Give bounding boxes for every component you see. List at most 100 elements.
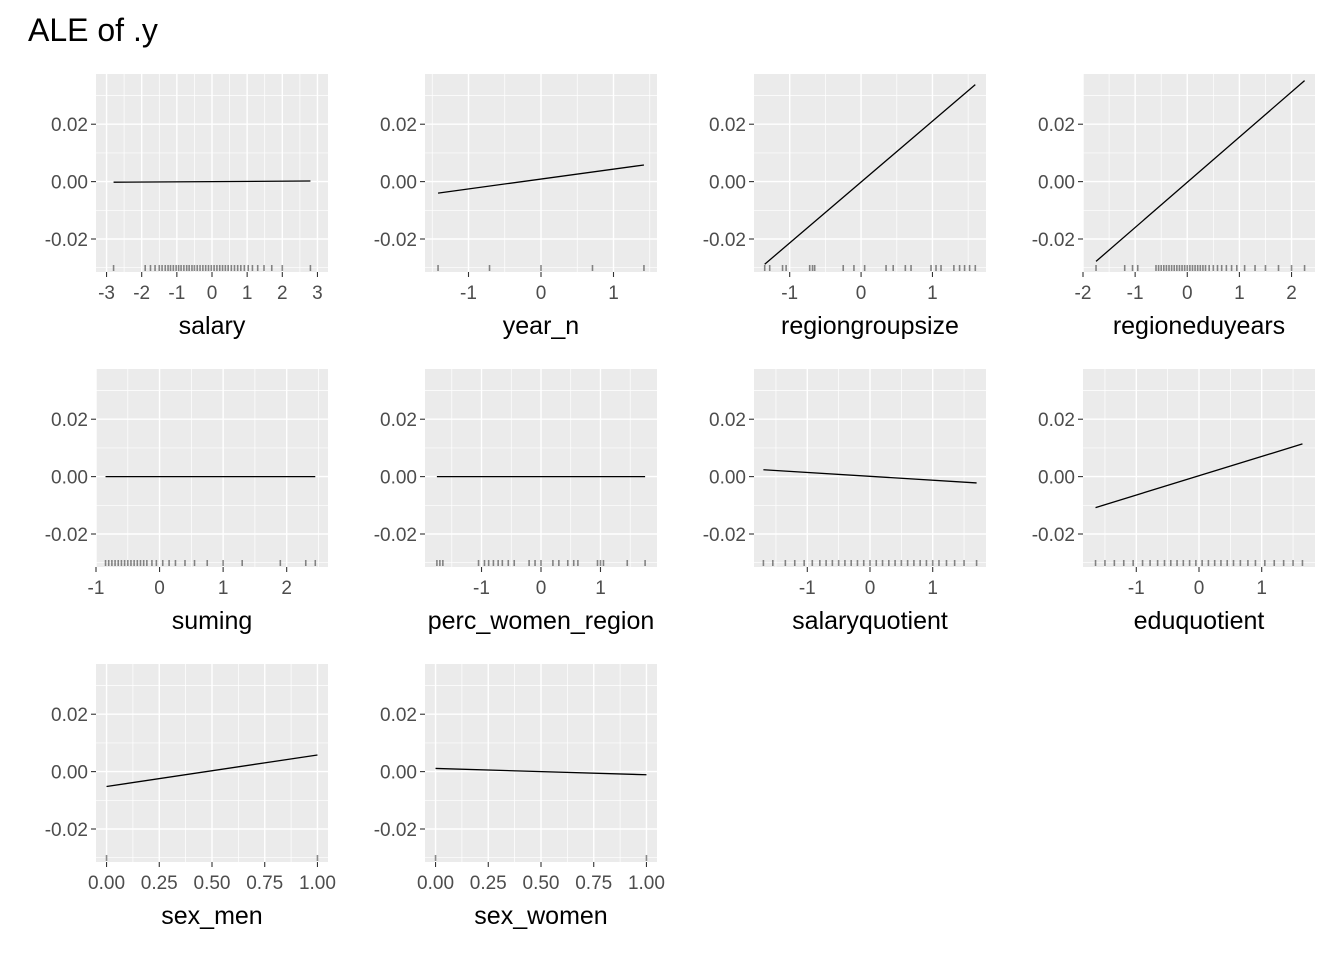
x-axis-title: salaryquotient [792,607,948,635]
x-tick-label: 1.00 [628,873,665,894]
ale-panel: -0.02 0.00 0.02 -1 0 1 regiongroupsize [703,74,986,340]
y-tick-label: -0.02 [703,525,746,546]
y-tick-label: 0.00 [51,173,88,194]
x-tick-label: -1 [460,283,477,304]
y-tick-label: 0.02 [380,115,417,136]
x-tick-label: 3 [312,283,323,304]
x-tick-label: 0.75 [575,873,612,894]
x-tick-label: 1 [927,283,938,304]
x-tick-label: 0 [1194,578,1205,599]
y-tick-label: 0.00 [380,468,417,489]
x-tick-label: -2 [133,283,150,304]
x-axis-title: suming [172,607,253,635]
y-tick-label: -0.02 [374,230,417,251]
ale-panel: -0.02 0.00 0.02 0.00 0.25 0.50 0.75 1.00 sex_men [45,664,336,930]
ale-panel: -0.02 0.00 0.02 0.00 0.25 0.50 0.75 1.00 sex_wom… [374,664,665,930]
x-tick-label: 0 [865,578,876,599]
x-axis-title: sex_women [474,902,607,930]
ale-panel: -0.02 0.00 0.02 -1 0 1 year_n [374,74,657,340]
y-tick-label: 0.00 [380,173,417,194]
x-tick-label: 0.25 [141,873,178,894]
ale-panel: -0.02 0.00 0.02 -1 0 1 eduquotient [1032,369,1315,635]
x-tick-label: -2 [1075,283,1092,304]
y-tick-label: 0.02 [51,705,88,726]
x-tick-label: 1 [1256,578,1267,599]
y-tick-label: 0.02 [380,705,417,726]
y-tick-label: 0.00 [51,468,88,489]
x-tick-label: 1 [242,283,253,304]
x-tick-label: 0.50 [523,873,560,894]
y-tick-label: 0.02 [709,410,746,431]
x-tick-label: 1 [1234,283,1245,304]
ale-panel: -0.02 0.00 0.02 -1 0 1 2 suming [45,369,328,635]
y-tick-label: 0.00 [51,763,88,784]
x-axis-title: regioneduyears [1113,312,1285,340]
y-tick-label: 0.02 [380,410,417,431]
y-tick-label: -0.02 [703,230,746,251]
ale-line [1095,443,1303,509]
x-tick-label: 2 [1286,283,1297,304]
panel-background [96,369,328,567]
y-tick-label: 0.02 [51,115,88,136]
panel-background [754,74,986,272]
x-tick-label: 0 [1182,283,1193,304]
x-axis-title: perc_women_region [428,607,655,635]
ale-line [106,754,318,788]
ale-panel: -0.02 0.00 0.02 -1 0 1 perc_women_region [374,369,657,635]
x-tick-label: 0.00 [88,873,125,894]
x-tick-label: 0 [856,283,867,304]
x-tick-label: 0 [536,578,547,599]
y-tick-label: 0.00 [1038,173,1075,194]
chart-title: ALE of .y [28,12,158,48]
x-tick-label: -1 [1127,283,1144,304]
y-tick-label: -0.02 [45,525,88,546]
y-tick-label: 0.00 [380,763,417,784]
y-tick-label: 0.00 [709,173,746,194]
ale-line [763,469,977,484]
ale-line [1095,80,1305,262]
x-tick-label: 0.00 [417,873,454,894]
x-tick-label: -1 [799,578,816,599]
x-tick-label: 0.50 [194,873,231,894]
x-tick-label: 2 [277,283,288,304]
x-tick-label: 0.25 [470,873,507,894]
x-tick-label: -1 [1128,578,1145,599]
x-tick-label: 2 [281,578,292,599]
x-tick-label: -1 [781,283,798,304]
ale-line [764,84,976,265]
y-tick-label: -0.02 [45,230,88,251]
x-axis-title: sex_men [161,902,262,930]
x-tick-label: 1 [608,283,619,304]
y-tick-label: 0.02 [51,410,88,431]
x-tick-label: 1 [218,578,229,599]
x-axis-title: eduquotient [1134,607,1265,635]
x-axis-title: year_n [503,312,579,340]
y-tick-label: 0.00 [709,468,746,489]
x-axis-title: regiongroupsize [781,312,959,340]
ale-panel: -0.02 0.00 0.02 -1 0 1 salaryquotient [703,369,986,635]
x-tick-label: 1.00 [299,873,336,894]
x-tick-label: 0.75 [246,873,283,894]
y-tick-label: -0.02 [45,820,88,841]
y-tick-label: -0.02 [1032,525,1075,546]
y-tick-label: 0.00 [1038,468,1075,489]
x-tick-label: -1 [168,283,185,304]
y-tick-label: -0.02 [1032,230,1075,251]
y-tick-label: 0.02 [1038,410,1075,431]
y-tick-label: 0.02 [709,115,746,136]
x-tick-label: 0 [154,578,165,599]
ale-line [113,180,311,183]
y-tick-label: 0.02 [1038,115,1075,136]
x-tick-label: 1 [927,578,938,599]
ale-line [435,767,647,776]
y-tick-label: -0.02 [374,820,417,841]
x-axis-title: salary [179,312,246,340]
x-tick-label: -1 [88,578,105,599]
x-tick-label: 1 [595,578,606,599]
x-tick-label: -1 [473,578,490,599]
x-tick-label: -3 [98,283,115,304]
x-tick-label: 0 [207,283,218,304]
y-tick-label: -0.02 [374,525,417,546]
